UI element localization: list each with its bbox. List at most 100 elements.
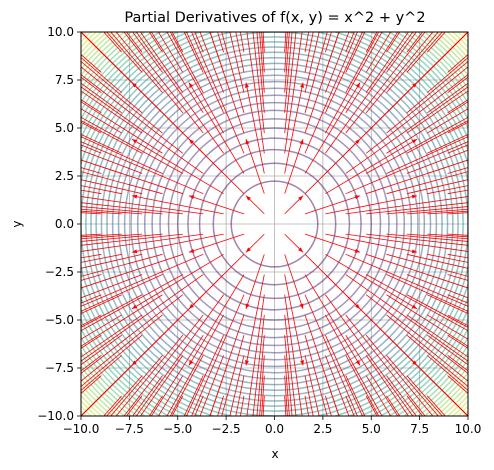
gradient-arrow xyxy=(81,86,204,174)
gradient-arrow xyxy=(252,32,265,134)
gradient-arrow xyxy=(325,32,350,93)
x-tick-label: −10.0 xyxy=(63,422,100,436)
gradient-arrow xyxy=(304,233,361,253)
gradient-arrow xyxy=(81,233,204,252)
gradient-arrow xyxy=(304,294,358,416)
contour-line xyxy=(159,109,390,339)
gradient-arrow xyxy=(246,294,265,416)
gradient-arrow xyxy=(304,32,358,154)
gradient-arrow xyxy=(245,82,265,174)
gradient-arrow xyxy=(246,32,265,154)
gradient-arrow xyxy=(81,233,183,246)
gradient-arrow xyxy=(81,294,184,374)
gradient-arrow xyxy=(406,208,468,215)
gradient-arrow xyxy=(406,334,468,387)
gradient-arrow xyxy=(81,253,163,277)
gradient-arrow xyxy=(110,32,163,93)
gradient-arrow xyxy=(140,32,184,93)
x-tick-label: 0.0 xyxy=(265,422,284,436)
gradient-arrow xyxy=(81,314,143,358)
gradient-arrow xyxy=(81,253,183,289)
gradient-arrow xyxy=(81,206,163,215)
gradient-arrow xyxy=(386,32,439,93)
gradient-arrow xyxy=(131,194,224,215)
gradient-arrow xyxy=(406,253,468,269)
gradient-arrow xyxy=(166,314,224,416)
gradient-arrow xyxy=(284,32,290,93)
gradient-arrow xyxy=(123,32,204,134)
y-tick-label: 0.0 xyxy=(55,217,74,231)
gradient-arrow xyxy=(81,116,184,174)
gradient-arrow xyxy=(123,314,204,416)
gradient-arrow xyxy=(304,355,320,416)
contour-line xyxy=(230,180,319,268)
contour-line xyxy=(117,68,432,380)
gradient-arrow xyxy=(284,233,304,253)
gradient-arrow xyxy=(284,314,297,416)
gradient-arrow xyxy=(284,32,293,113)
x-axis-ticks: −10.0 −7.5 −5.0 −2.5 0.0 2.5 5.0 7.5 10.0 xyxy=(63,416,481,436)
x-tick-label: 7.5 xyxy=(410,422,429,436)
gradient-arrow xyxy=(150,32,204,114)
contour-line xyxy=(187,137,362,311)
gradient-arrow xyxy=(81,179,143,195)
gradient-arrow xyxy=(406,179,468,195)
gradient-arrow xyxy=(245,195,265,215)
gradient-arrow xyxy=(256,335,265,416)
gradient-arrow xyxy=(345,32,399,114)
gradient-arrow xyxy=(81,120,143,154)
x-tick-label: −5.0 xyxy=(163,422,192,436)
gradient-arrow xyxy=(345,32,380,93)
y-tick-label: 10.0 xyxy=(47,25,74,39)
gradient-arrow xyxy=(325,194,418,215)
gradient-arrow xyxy=(81,294,143,328)
gradient-arrow xyxy=(304,195,361,215)
gradient-arrow xyxy=(386,206,468,215)
gradient-arrow xyxy=(325,253,418,310)
y-tick-label: −5.0 xyxy=(45,313,74,327)
gradient-arrow xyxy=(325,294,414,416)
gradient-arrow xyxy=(259,355,265,416)
gradient-arrow xyxy=(81,196,204,215)
gradient-arrow xyxy=(386,66,468,134)
gradient-arrow xyxy=(131,233,224,254)
contour-line xyxy=(90,41,459,407)
gradient-arrow xyxy=(345,141,468,195)
gradient-arrow xyxy=(325,233,418,254)
gradient-arrow xyxy=(365,334,434,416)
gradient-arrow xyxy=(110,355,163,416)
gradient-arrow xyxy=(284,138,304,194)
gradient-arrow xyxy=(304,335,328,416)
gradient-arrow xyxy=(365,32,409,93)
gradient-arrow xyxy=(199,355,224,416)
contour-line xyxy=(85,36,464,412)
gradient-arrow xyxy=(345,253,468,307)
gradient-arrow xyxy=(188,195,245,215)
gradient-arrow xyxy=(209,314,245,416)
gradient-arrow xyxy=(81,66,163,134)
gradient-arrow xyxy=(245,274,265,366)
gradient-arrow xyxy=(169,355,204,416)
gradient-arrow xyxy=(81,61,143,114)
gradient-arrow xyxy=(365,32,434,114)
gradient-arrow xyxy=(386,136,468,174)
gradient-arrow xyxy=(81,294,163,347)
gradient-arrow xyxy=(365,74,468,154)
gradient-arrow xyxy=(81,233,163,242)
gradient-arrow xyxy=(81,159,183,195)
gradient-arrow xyxy=(284,335,293,416)
gradient-arrow xyxy=(386,101,468,154)
gradient-arrow xyxy=(81,149,143,174)
gradient-arrow xyxy=(188,138,245,194)
gradient-arrow xyxy=(150,334,204,416)
gradient-arrow xyxy=(386,253,468,277)
gradient-arrow xyxy=(284,32,303,154)
gradient-arrow xyxy=(386,171,468,195)
gradient-arrow xyxy=(81,274,163,312)
y-tick-label: −7.5 xyxy=(45,361,74,375)
gradient-arrow xyxy=(191,294,245,416)
gradient-arrow xyxy=(386,355,439,416)
gradient-arrow xyxy=(386,314,468,382)
gradient-arrow xyxy=(345,274,468,362)
